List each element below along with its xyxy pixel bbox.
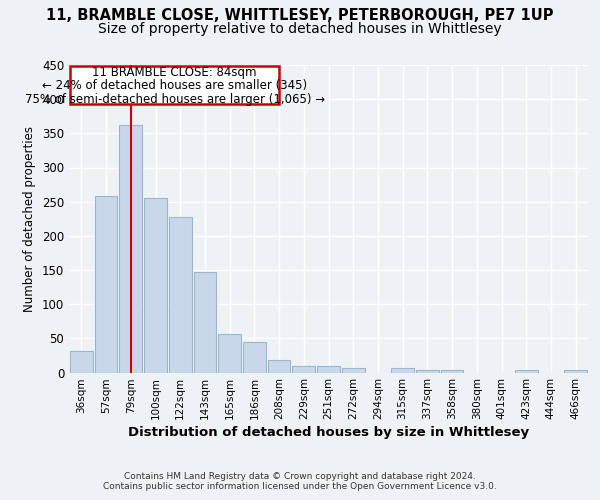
Text: 75% of semi-detached houses are larger (1,065) →: 75% of semi-detached houses are larger (… bbox=[25, 92, 325, 106]
Bar bbox=[441, 370, 463, 372]
Text: 11, BRAMBLE CLOSE, WHITTLESEY, PETERBOROUGH, PE7 1UP: 11, BRAMBLE CLOSE, WHITTLESEY, PETERBORO… bbox=[46, 8, 554, 22]
Bar bbox=[144, 198, 167, 372]
Y-axis label: Number of detached properties: Number of detached properties bbox=[23, 126, 37, 312]
Bar bbox=[169, 216, 191, 372]
Bar bbox=[342, 368, 365, 372]
Bar bbox=[564, 370, 587, 372]
Bar bbox=[268, 360, 290, 372]
Bar bbox=[416, 370, 439, 372]
Bar bbox=[119, 125, 142, 372]
Bar bbox=[292, 366, 315, 372]
Bar bbox=[243, 342, 266, 372]
Bar bbox=[515, 370, 538, 372]
Text: 11 BRAMBLE CLOSE: 84sqm: 11 BRAMBLE CLOSE: 84sqm bbox=[92, 66, 257, 80]
Text: Contains HM Land Registry data © Crown copyright and database right 2024.
Contai: Contains HM Land Registry data © Crown c… bbox=[103, 472, 497, 491]
Bar bbox=[218, 334, 241, 372]
Bar bbox=[95, 196, 118, 372]
Text: Size of property relative to detached houses in Whittlesey: Size of property relative to detached ho… bbox=[98, 22, 502, 36]
Bar bbox=[70, 350, 93, 372]
Text: ← 24% of detached houses are smaller (345): ← 24% of detached houses are smaller (34… bbox=[42, 79, 307, 92]
FancyBboxPatch shape bbox=[70, 66, 279, 104]
Bar bbox=[317, 366, 340, 372]
Text: Distribution of detached houses by size in Whittlesey: Distribution of detached houses by size … bbox=[128, 426, 529, 439]
Bar bbox=[391, 368, 414, 372]
Bar bbox=[194, 272, 216, 372]
